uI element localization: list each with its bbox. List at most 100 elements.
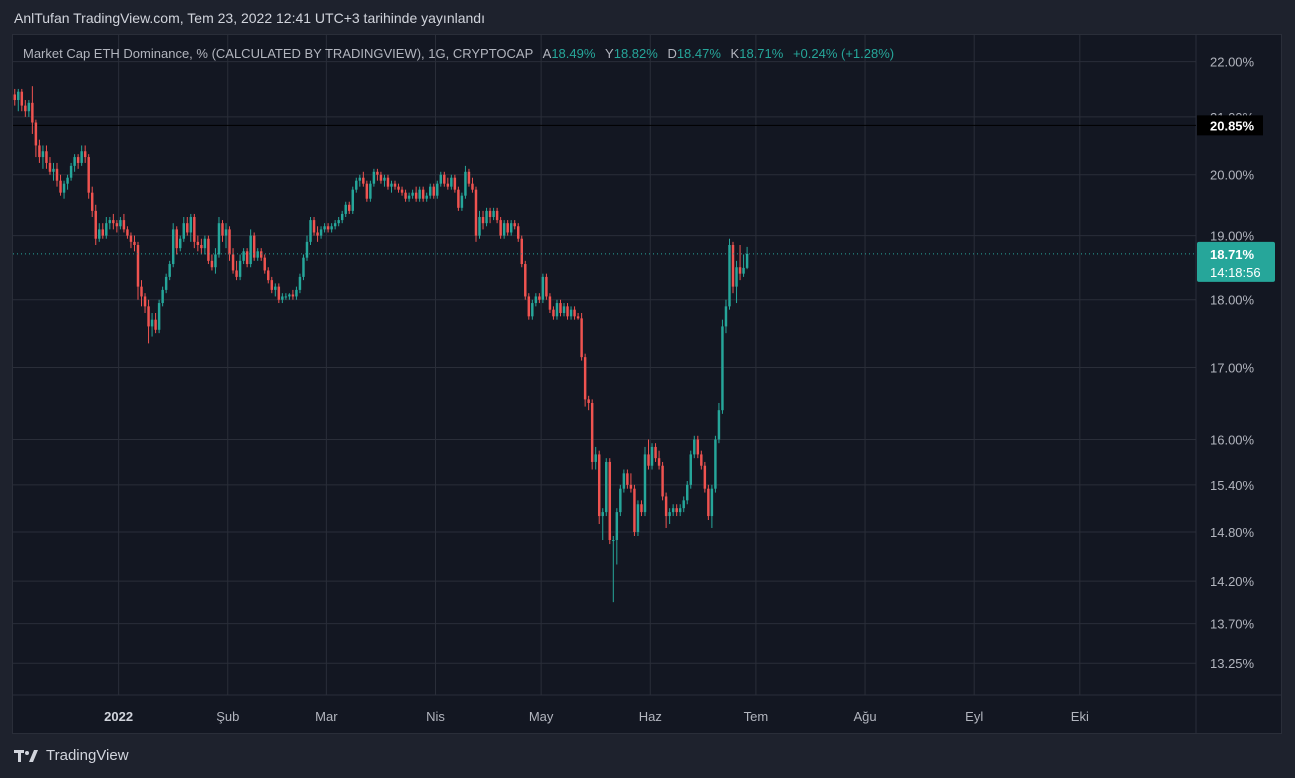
candle (362, 171, 365, 187)
candle-body (76, 157, 80, 163)
candle-body (235, 270, 238, 277)
candle (559, 299, 562, 317)
candle-body (421, 189, 425, 199)
candle-body (605, 461, 608, 513)
candle (390, 180, 393, 193)
candle (27, 100, 31, 117)
candle (703, 461, 707, 493)
tradingview-brand[interactable]: TradingView (14, 747, 129, 764)
candle-body (27, 102, 31, 112)
candle (333, 220, 337, 230)
candle-body (344, 204, 347, 214)
candle-body (728, 245, 731, 307)
candle-body (664, 496, 668, 517)
candle-body (270, 280, 274, 290)
candle (150, 313, 154, 337)
candle-body (228, 229, 231, 255)
candle-body (439, 174, 443, 184)
candle (612, 535, 615, 603)
candlestick-chart[interactable]: 22.00%21.00%20.00%19.00%18.00%17.00%16.0… (13, 35, 1282, 734)
candle-body (210, 260, 214, 268)
candle (605, 458, 608, 517)
candle (633, 484, 636, 536)
candle (193, 213, 196, 249)
candle (224, 223, 228, 249)
candle (404, 189, 407, 202)
candle-body (745, 253, 749, 268)
candle (548, 293, 552, 314)
candle-body (256, 251, 259, 258)
chart-panel[interactable]: 22.00%21.00%20.00%19.00%18.00%17.00%16.0… (12, 34, 1282, 734)
candle (622, 469, 626, 493)
candle (735, 260, 738, 304)
candle (323, 223, 326, 233)
candle-body (105, 223, 108, 236)
candle (569, 306, 573, 320)
candle (263, 254, 266, 274)
candle-body (147, 306, 150, 327)
candle-body (393, 183, 397, 187)
candle (640, 500, 643, 517)
candle (619, 484, 622, 517)
candle-body (115, 223, 119, 227)
candle (693, 435, 696, 459)
candle (668, 508, 671, 524)
candle (295, 286, 298, 300)
candle (171, 223, 175, 268)
candle-body (90, 192, 94, 211)
candle (541, 273, 545, 304)
candle-body (274, 286, 277, 290)
price-axis: 22.00%21.00%20.00%19.00%18.00%17.00%16.0… (1210, 55, 1255, 672)
candle (594, 446, 597, 470)
candle-body (668, 512, 671, 517)
candle (527, 293, 531, 320)
candle-body (267, 270, 270, 281)
candle-body (34, 122, 38, 146)
candle (678, 504, 682, 517)
candle-body (686, 484, 689, 501)
candle-body (59, 180, 62, 193)
candle (157, 299, 161, 334)
candle-body (207, 238, 210, 261)
candle (626, 469, 629, 489)
candle (221, 220, 224, 242)
candle-body (379, 174, 383, 181)
candle-body (249, 235, 252, 265)
candle-body (443, 174, 446, 184)
candle (664, 492, 668, 528)
candle (513, 220, 516, 230)
candle (636, 500, 640, 536)
candle (580, 313, 583, 361)
candle-body (580, 318, 583, 358)
candle (566, 303, 569, 320)
candle (217, 217, 221, 258)
candle (94, 204, 97, 246)
candle (453, 174, 457, 193)
candle (235, 260, 238, 281)
candle (45, 145, 48, 169)
candle (291, 289, 295, 300)
candle (80, 145, 83, 166)
candle (365, 180, 369, 202)
candle-body (622, 473, 626, 489)
candle-body (506, 223, 509, 233)
candle-body (55, 168, 59, 181)
candle (48, 157, 52, 175)
candle-body (689, 454, 692, 485)
candle (344, 201, 347, 218)
candle-body (390, 183, 393, 187)
candle-body (351, 189, 354, 211)
candle-body (182, 223, 185, 239)
candle-body (214, 254, 217, 268)
candle-body (404, 192, 407, 199)
candle (397, 183, 400, 193)
candle (298, 273, 302, 294)
candle (288, 293, 291, 300)
candle-body (17, 91, 20, 101)
candle (161, 286, 164, 307)
candle-body (358, 177, 362, 181)
candle (52, 162, 55, 181)
candle-body (133, 241, 136, 246)
candle (24, 100, 27, 117)
price-tick-label: 19.00% (1210, 229, 1255, 244)
